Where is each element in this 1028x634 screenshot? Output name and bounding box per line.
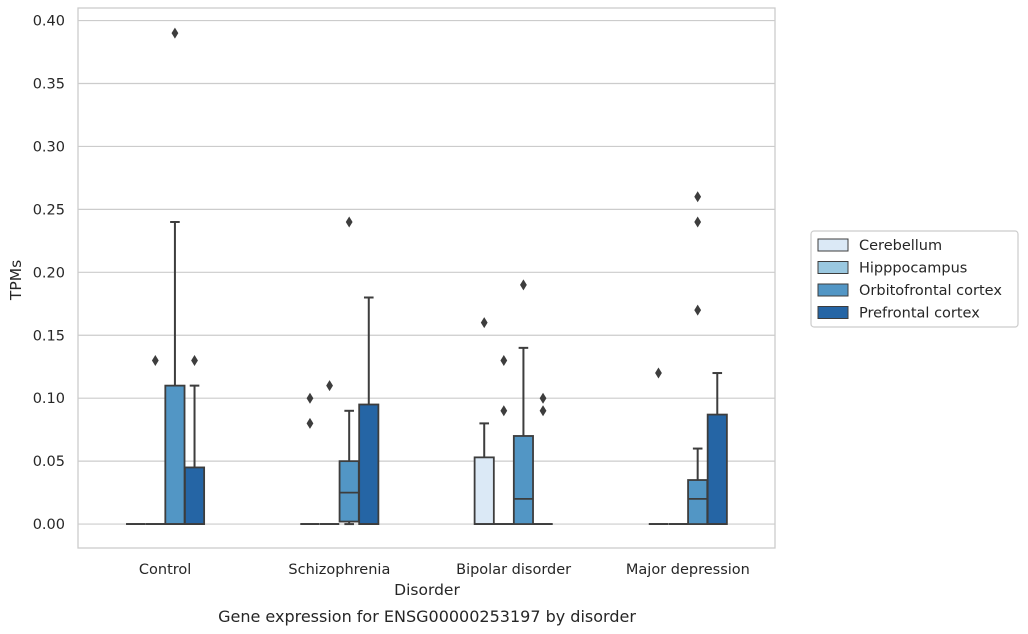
y-tick-label: 0.30 (33, 139, 65, 155)
x-axis-ticks: Control Schizophrenia Bipolar disorder Majo… (139, 562, 750, 578)
y-tick-label: 0.40 (33, 14, 65, 30)
y-tick-label: 0.05 (33, 454, 65, 470)
box (706, 413, 728, 525)
legend: Cerebellum Hipppocampus Orbitofrontal cort… (810, 230, 1019, 328)
box-series (126, 27, 728, 526)
box (512, 435, 534, 525)
y-axis-label: TPMs (7, 260, 25, 301)
legend-label: Hipppocampus (859, 261, 967, 277)
y-tick-label: 0.35 (33, 77, 65, 93)
outlier-point (171, 27, 179, 39)
outlier-point (345, 216, 353, 228)
box (473, 456, 495, 525)
series-prefrontal-cortex (184, 296, 728, 525)
outlier-point (694, 216, 702, 228)
box (358, 403, 380, 525)
plot-area-frame (77, 7, 776, 549)
outlier-point (306, 417, 314, 429)
outlier-point (520, 279, 527, 291)
x-tick-label: Major depression (626, 562, 750, 578)
y-tick-label: 0.20 (33, 265, 65, 281)
legend-frame (810, 230, 1019, 328)
legend-label: Prefrontal cortex (859, 306, 980, 322)
legend-swatch (817, 283, 849, 297)
outlier-point (306, 392, 314, 404)
outlier-point (539, 405, 547, 417)
outlier-point (539, 392, 547, 404)
legend-swatch (817, 238, 849, 252)
legend-label: Orbitofrontal cortex (859, 283, 1002, 299)
y-tick-label: 0.10 (33, 391, 65, 407)
x-tick-label: Schizophrenia (288, 562, 390, 578)
y-tick-label: 0.00 (33, 517, 65, 533)
series-cerebellum (126, 317, 669, 525)
box (687, 479, 709, 525)
outlier-point (191, 354, 198, 366)
y-axis-ticks: 0.00 0.05 0.10 0.15 0.20 0.25 0.30 0.35 0.40 (33, 14, 65, 533)
outlier-point (694, 304, 702, 316)
figure-caption: Gene expression for ENSG00000253197 by d… (218, 607, 636, 626)
box (164, 384, 186, 525)
x-tick-label: Control (139, 562, 191, 578)
outlier-point (655, 367, 662, 379)
x-tick-label: Bipolar disorder (456, 562, 571, 578)
outlier-point (694, 191, 702, 203)
legend-label: Cerebellum (859, 238, 942, 254)
box (184, 466, 206, 525)
y-tick-label: 0.15 (33, 328, 65, 344)
outlier-point (326, 380, 333, 392)
y-tick-label: 0.25 (33, 202, 65, 218)
outlier-point (480, 317, 488, 329)
x-axis-label: Disorder (394, 581, 460, 599)
series-orbitofrontal-cortex (164, 27, 709, 526)
legend-swatch (817, 306, 849, 319)
outlier-point (500, 354, 508, 366)
outlier-point (151, 354, 159, 366)
series-hipppocampus (145, 354, 688, 525)
outlier-point (500, 405, 508, 417)
box (338, 460, 360, 523)
legend-swatch (817, 261, 849, 274)
